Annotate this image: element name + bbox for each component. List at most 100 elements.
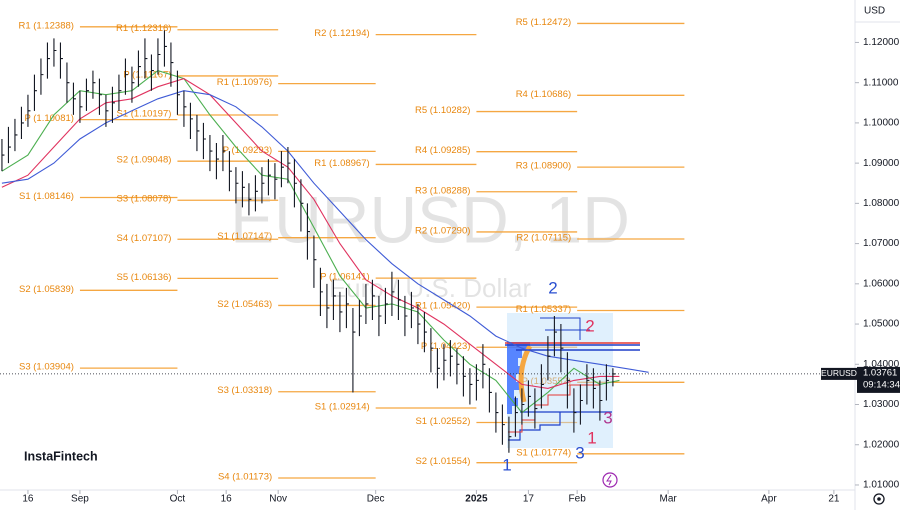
price-bar	[274, 163, 278, 200]
price-bar	[287, 147, 291, 184]
last-price-label: 1.03761	[863, 367, 897, 378]
y-tick-label: 1.03000	[863, 399, 900, 410]
pivot-label: S1 (1.02552)	[415, 416, 470, 427]
price-bar	[66, 62, 70, 103]
price-bar	[462, 356, 466, 397]
price-bar	[92, 70, 96, 99]
price-bar	[540, 364, 544, 409]
price-bar	[196, 114, 200, 152]
pivot-label: P (1.11167)	[123, 69, 171, 80]
currency[interactable]: USD	[864, 6, 885, 17]
price-axis: 1.12000 1.11000 1.10000 1.09000 1.08000 1.070…	[855, 37, 900, 491]
x-tick-label: Dec	[367, 494, 385, 505]
pivot-label: S5 (1.06136)	[116, 272, 171, 283]
pivot-label: S2 (1.05463)	[217, 299, 272, 310]
y-tick-label: 1.11000	[863, 77, 899, 88]
price-bar	[53, 38, 57, 67]
price-bar	[475, 364, 479, 401]
y-tick-label: 1.05000	[863, 319, 900, 330]
price-bar	[579, 384, 583, 425]
price-bar	[605, 364, 609, 401]
price-bar	[508, 416, 512, 453]
pivot-label: R1 (1.08967)	[314, 158, 369, 169]
settings-icon[interactable]	[873, 493, 885, 505]
price-bar	[137, 50, 141, 87]
price-bar	[228, 151, 232, 192]
price-bar	[124, 58, 128, 95]
pivot-label: S3 (1.08078)	[116, 194, 171, 205]
price-bar	[306, 203, 310, 260]
event-icon[interactable]	[602, 472, 618, 488]
price-bar	[144, 38, 148, 79]
price-bar	[417, 303, 421, 345]
price-bar	[527, 380, 531, 417]
pivot-label: R2 (1.12194)	[314, 28, 369, 39]
pivot-label: R2 (1.07290)	[415, 225, 470, 236]
y-tick-label: 1.08000	[863, 198, 900, 209]
pivot-label: R1 (1.05337)	[516, 304, 571, 315]
price-bar	[163, 30, 167, 67]
range-line	[505, 344, 640, 351]
price-bar	[170, 42, 174, 87]
price-bar	[501, 404, 505, 445]
pivot-label: S3 (1.03318)	[217, 385, 272, 396]
price-bar	[183, 90, 187, 127]
price-bar	[553, 316, 557, 357]
step-line	[508, 411, 612, 441]
y-tick-label: 1.01000	[863, 480, 900, 491]
pivot-label: R1 (1.12316)	[116, 23, 171, 34]
price-bar	[586, 364, 590, 405]
brand-logo: InstaFintech	[24, 449, 98, 463]
price-bar	[33, 74, 37, 111]
symbol-box	[821, 367, 857, 380]
price-bar	[14, 118, 18, 152]
symbol-label: EURUSD	[821, 368, 857, 378]
price-bar	[345, 287, 349, 329]
price-bar	[449, 340, 453, 377]
x-tick-label: Nov	[269, 494, 287, 505]
price-bar	[215, 143, 219, 180]
price-bar	[378, 295, 382, 337]
price-bar	[222, 134, 226, 172]
price-bar	[46, 42, 50, 79]
price-bar	[443, 344, 447, 381]
price-bar	[293, 159, 297, 208]
x-tick-label: 2025	[465, 494, 488, 505]
y-tick-label: 1.10000	[863, 118, 900, 129]
pivot-label: P (1.10081)	[24, 113, 73, 124]
price-bar	[456, 348, 460, 385]
price-bar	[131, 66, 135, 103]
price-bar	[254, 175, 258, 212]
price-bars	[1, 30, 616, 453]
x-tick-label: 16	[22, 494, 34, 505]
pivot-label: P (1.03552)	[522, 376, 571, 387]
pivot-label: S2 (1.01554)	[415, 456, 470, 467]
price-bar	[79, 90, 83, 123]
event-icon-bolt	[606, 474, 612, 486]
price-bar	[235, 167, 239, 204]
pivot-label: R3 (1.08900)	[516, 161, 571, 172]
price-bar	[267, 159, 271, 196]
pivot-label: R1 (1.10976)	[217, 77, 272, 88]
pivot-label: P (1.04423)	[421, 341, 470, 352]
pivot-label: R5 (1.10282)	[415, 105, 470, 116]
price-bar	[105, 94, 109, 127]
pivot-label: S1 (1.01774)	[516, 447, 571, 458]
x-tick-label: Feb	[569, 494, 587, 505]
price-bar	[482, 344, 486, 389]
price-bar	[150, 54, 154, 91]
price-bar	[560, 324, 564, 373]
price-bar	[248, 183, 252, 216]
price-bar	[313, 235, 317, 288]
price-bar	[599, 380, 603, 421]
price-bar	[384, 287, 388, 325]
price-bar	[176, 70, 180, 115]
pivot-label: S4 (1.01173)	[218, 472, 272, 483]
pivot-label: S1 (1.02914)	[315, 401, 370, 412]
pivot-label: R1 (1.05420)	[415, 301, 470, 312]
price-bar	[534, 388, 538, 429]
price-bar	[371, 279, 375, 321]
price-bar	[27, 94, 31, 127]
